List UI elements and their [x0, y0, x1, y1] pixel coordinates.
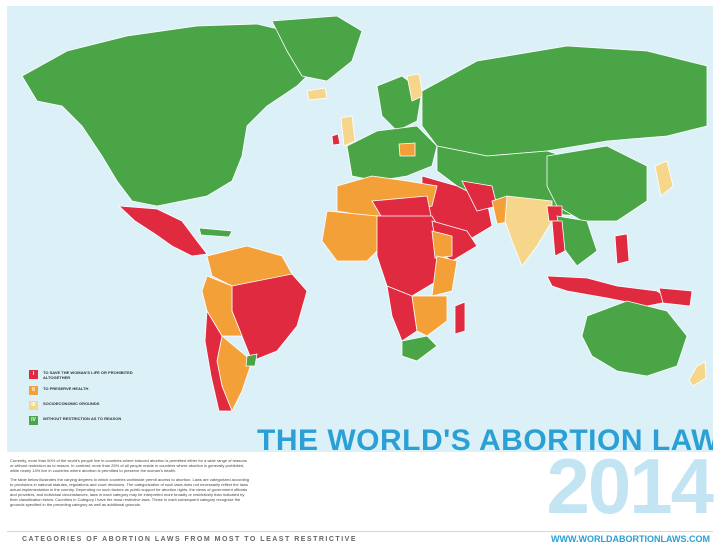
page-title: THE WORLD'S ABORTION LAWS — [257, 424, 713, 452]
region-iceland — [306, 87, 328, 101]
legend-item-cat1: I TO SAVE THE WOMAN'S LIFE OR PROHIBITED… — [29, 370, 139, 380]
legend: I TO SAVE THE WOMAN'S LIFE OR PROHIBITED… — [29, 370, 139, 431]
region-philippines — [614, 233, 630, 265]
legend-swatch-cat2: II — [29, 386, 38, 395]
region-north-america — [21, 23, 318, 207]
region-india — [504, 195, 553, 267]
legend-label-cat2: TO PRESERVE HEALTH — [43, 386, 89, 391]
region-indonesia — [546, 275, 674, 307]
region-mexico-central-america — [117, 205, 208, 257]
region-chile — [204, 309, 233, 412]
region-andes — [201, 275, 243, 337]
legend-item-cat4: IV WITHOUT RESTRICTION AS TO REASON — [29, 416, 139, 425]
region-south-africa — [401, 335, 438, 362]
region-caribbean — [198, 227, 233, 238]
region-new-zealand — [688, 361, 707, 387]
world-map — [21, 15, 708, 412]
legend-label-cat1: TO SAVE THE WOMAN'S LIFE OR PROHIBITED A… — [43, 370, 133, 380]
legend-swatch-cat4: IV — [29, 416, 38, 425]
legend-item-cat2: II TO PRESERVE HEALTH — [29, 386, 139, 395]
intro-paragraph: The table below illustrates the varying … — [10, 477, 250, 507]
region-europe — [346, 125, 438, 182]
region-japan — [654, 160, 674, 197]
legend-swatch-cat3: III — [29, 401, 38, 410]
region-ethiopia — [431, 230, 453, 259]
region-southern-africa-west — [386, 285, 418, 342]
footer-caption: CATEGORIES OF ABORTION LAWS FROM MOST TO… — [22, 536, 357, 543]
legend-item-cat3: III SOCIOECONOMIC GROUNDS — [29, 401, 139, 410]
legend-label-cat3: SOCIOECONOMIC GROUNDS — [43, 401, 100, 406]
intro-text: Currently, more than 60% of the world's … — [10, 458, 250, 511]
year-label: 2014 — [546, 442, 714, 530]
region-russia — [421, 45, 708, 157]
region-southern-africa-east — [411, 295, 448, 337]
world-map-area: I TO SAVE THE WOMAN'S LIFE OR PROHIBITED… — [7, 6, 713, 452]
region-myanmar — [551, 220, 566, 257]
intro-paragraph: Currently, more than 60% of the world's … — [10, 458, 247, 473]
footer-divider — [7, 531, 713, 532]
region-uruguay — [245, 353, 258, 367]
legend-swatch-cat1: I — [29, 370, 38, 379]
region-ireland — [331, 133, 341, 146]
legend-label-cat4: WITHOUT RESTRICTION AS TO REASON — [43, 416, 122, 421]
region-png — [658, 287, 693, 307]
region-brazil — [231, 273, 308, 362]
region-central-africa — [376, 215, 448, 297]
region-uk — [340, 115, 356, 147]
footer-url-link[interactable]: WWW.WORLDABORTIONLAWS.COM — [551, 534, 710, 544]
region-greenland — [271, 15, 363, 82]
region-east-africa — [431, 255, 458, 297]
region-madagascar — [454, 301, 466, 335]
region-australia — [581, 300, 688, 377]
region-poland — [398, 142, 416, 157]
region-china — [546, 145, 648, 222]
